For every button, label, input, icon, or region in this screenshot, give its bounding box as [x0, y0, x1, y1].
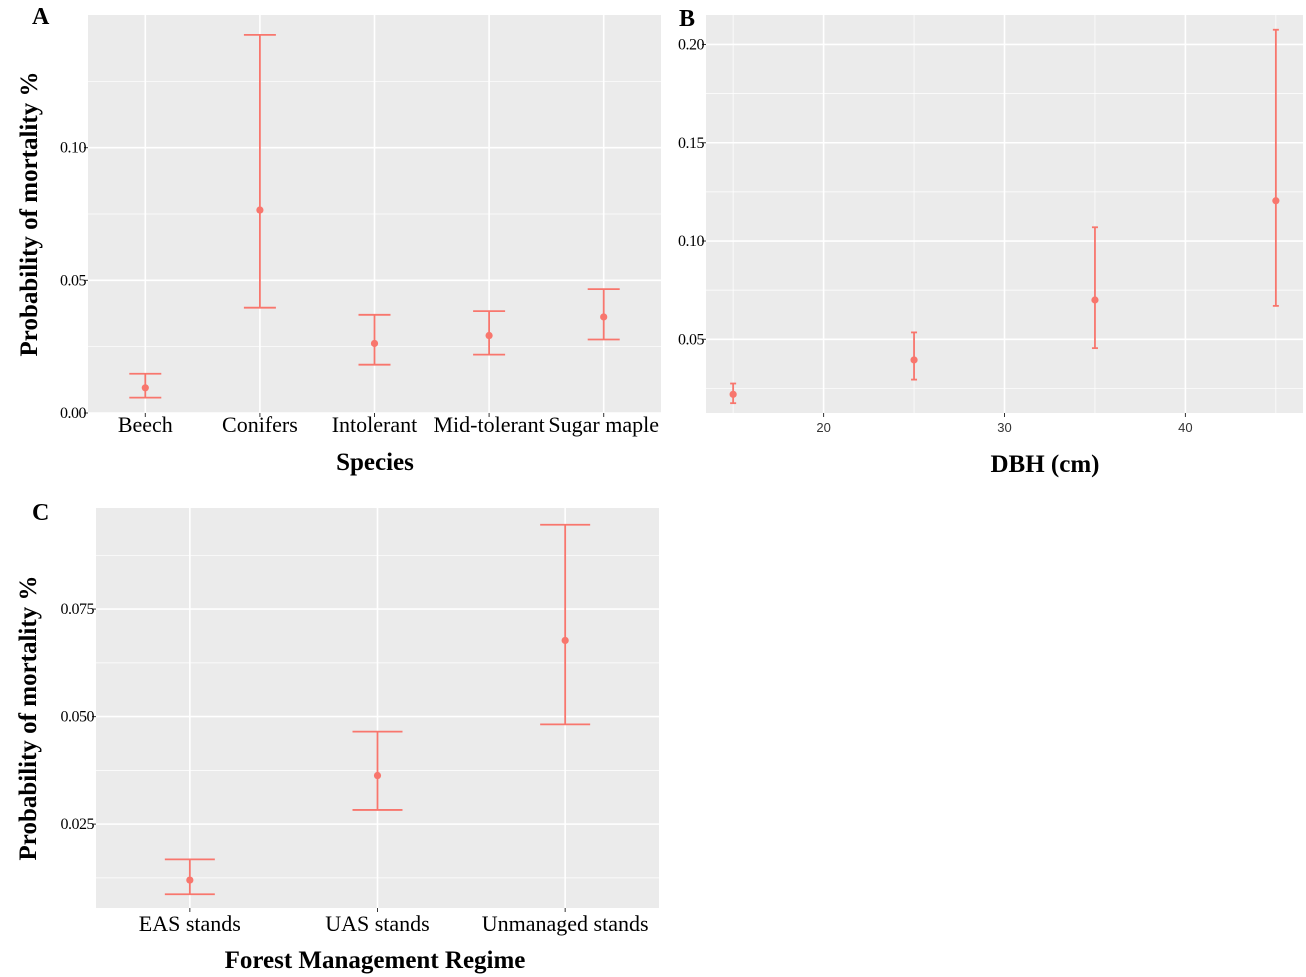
data-point	[256, 206, 264, 214]
b-x-tick-label: 30	[997, 420, 1011, 435]
data-point	[141, 384, 149, 392]
b-y-tick-label: 0.10	[678, 233, 705, 250]
category-label: Intolerant	[332, 412, 418, 437]
data-point	[729, 390, 737, 398]
data-point	[485, 331, 493, 340]
category-label: Beech	[118, 412, 173, 437]
panel-a-label: A	[32, 4, 50, 30]
b-y-tick-label: 0.15	[678, 135, 705, 152]
category-label: EAS stands	[139, 911, 241, 936]
category-label: Conifers	[222, 412, 298, 437]
b-x-tick-label: 40	[1178, 420, 1192, 435]
panel-c-marks	[164, 523, 591, 896]
category-label: Mid-tolerant	[433, 412, 544, 437]
data-point	[373, 771, 382, 780]
panel-c-y-axis-title: Probability of mortality %	[15, 576, 42, 861]
panel-a-x-axis-title: Species	[336, 449, 414, 476]
c-y-tick-label: 0.025	[61, 816, 95, 833]
a-y-tick-label: 0.00	[60, 405, 87, 422]
panel-c: C 0.025 0.050 0.075 EAS stands UAS stands Unm…	[15, 500, 659, 974]
c-y-tick-label: 0.050	[61, 709, 95, 726]
a-y-tick-label: 0.05	[60, 272, 87, 289]
panel-c-x-axis-title: Forest Management Regime	[225, 947, 526, 974]
panel-a-y-axis-title: Probability of mortality %	[16, 72, 43, 357]
a-y-tick-label: 0.10	[60, 140, 87, 157]
data-point	[1272, 197, 1280, 205]
category-label: Unmanaged stands	[482, 911, 649, 936]
panel-c-label: C	[32, 500, 49, 526]
panel-b-label: B	[679, 6, 695, 32]
data-point	[1091, 296, 1099, 304]
data-point	[910, 356, 918, 364]
data-point	[370, 339, 379, 348]
panel-b: B 0.05 0.10 0.15 0.20 20 30 40 DBH (cm)	[678, 6, 1303, 478]
panel-a-marks	[129, 34, 620, 399]
panel-a-axes: 0.00 0.05 0.10 Beech Conifers Intolerant Mid-t…	[60, 140, 659, 437]
data-point	[561, 636, 569, 645]
data-point	[186, 876, 194, 884]
panel-a: A 0.00 0.05 0.10 Beech Conifers Intolerant Mid…	[16, 4, 661, 476]
panel-b-axes: 0.05 0.10 0.15 0.20 20 30 40	[678, 36, 1193, 435]
panel-b-grid	[706, 15, 1303, 413]
panel-b-x-axis-title: DBH (cm)	[991, 451, 1100, 478]
b-y-tick-label: 0.20	[678, 36, 705, 53]
data-point	[600, 313, 608, 321]
c-y-tick-label: 0.075	[61, 601, 95, 618]
category-label: Sugar maple	[548, 412, 659, 437]
panel-b-marks	[729, 28, 1280, 405]
b-x-tick-label: 20	[816, 420, 830, 435]
category-label: UAS stands	[325, 911, 430, 936]
b-y-tick-label: 0.05	[678, 331, 705, 348]
panel-c-axes: 0.025 0.050 0.075 EAS stands UAS stands Unman…	[61, 601, 649, 936]
